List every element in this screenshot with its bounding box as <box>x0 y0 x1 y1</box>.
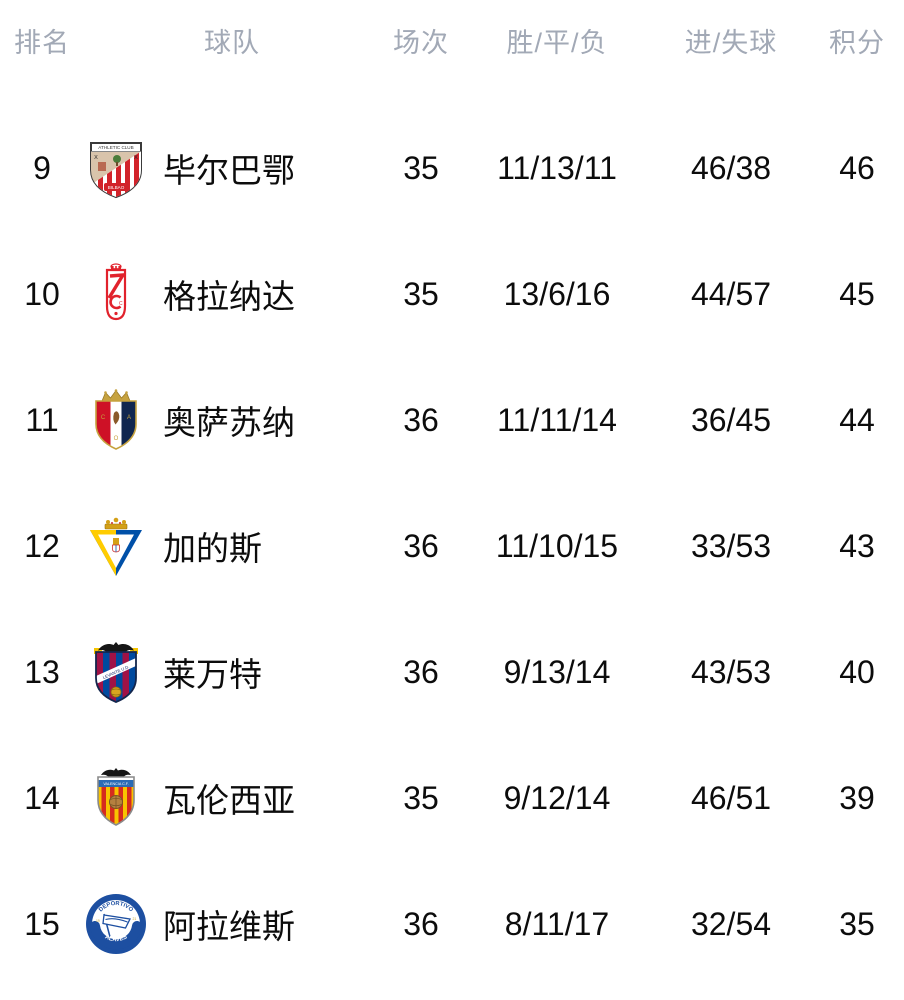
table-row-osasuna[interactable]: 11 C <box>0 357 904 483</box>
athletic-crest-x-right: X <box>134 155 138 161</box>
goals-value: 32/54 <box>690 905 772 942</box>
goals-value: 46/38 <box>690 149 772 186</box>
alaves-crest-icon: DEPORTIVO ALAVÉS 19 21 <box>84 892 148 956</box>
rank-value: 11 <box>25 401 59 438</box>
wdl-value: 11/13/11 <box>497 149 617 186</box>
played-value: 36 <box>403 653 439 690</box>
osasuna-crest-icon: C A O <box>84 388 148 452</box>
team-name: 格拉纳达 <box>163 278 295 315</box>
header-points: 积分 <box>829 27 885 58</box>
team-name: 加的斯 <box>163 530 262 567</box>
points-value: 45 <box>839 275 875 312</box>
athletic-bilbao-crest-icon: ATHLETIC CLUB X X BILBAO <box>84 136 148 200</box>
played-value: 35 <box>403 275 439 312</box>
points-value: 35 <box>839 905 875 942</box>
table-row-cadiz[interactable]: 12 加的斯 36 11 <box>0 483 904 609</box>
alaves-crest-bottom-text: ALAVÉS <box>104 934 129 943</box>
rank-value: 10 <box>24 275 60 312</box>
points-value: 40 <box>839 653 875 690</box>
goals-value: 44/57 <box>690 275 772 312</box>
athletic-crest-top-text: ATHLETIC CLUB <box>98 145 133 150</box>
rank-value: 14 <box>24 779 60 816</box>
goals-value: 46/51 <box>690 779 772 816</box>
rank-value: 15 <box>24 905 60 942</box>
rank-value: 13 <box>24 653 60 690</box>
table-row-granada[interactable]: 10 C 格拉纳达 35 13/6/16 44/57 45 <box>0 231 904 357</box>
athletic-crest-x-left: X <box>94 155 98 161</box>
team-name: 莱万特 <box>163 656 262 693</box>
team-name: 毕尔巴鄂 <box>163 152 295 189</box>
points-value: 43 <box>839 527 875 564</box>
rank-value: 9 <box>33 149 51 186</box>
wdl-value: 11/10/15 <box>495 527 619 564</box>
points-value: 46 <box>839 149 875 186</box>
rank-value: 12 <box>24 527 60 564</box>
svg-text:ALAVÉS: ALAVÉS <box>104 934 129 943</box>
alaves-crest-year-right: 21 <box>133 917 137 921</box>
athletic-crest-bottom-text: BILBAO <box>108 185 125 190</box>
alaves-crest-year-left: 19 <box>96 919 100 923</box>
team-name: 瓦伦西亚 <box>163 782 295 819</box>
played-value: 35 <box>403 149 439 186</box>
valencia-crest-band-text: VALENCIA C.F. <box>103 782 128 786</box>
header-played: 场次 <box>393 27 449 58</box>
cadiz-crest-icon <box>84 514 148 578</box>
goals-value: 33/53 <box>690 527 772 564</box>
played-value: 35 <box>403 779 439 816</box>
played-value: 36 <box>403 401 439 438</box>
header-win-draw-loss: 胜/平/负 <box>506 27 608 58</box>
header-spacer <box>0 80 904 105</box>
table-row-levante[interactable]: 13 <box>0 609 904 735</box>
granada-crest-icon: C <box>84 262 148 326</box>
table-header-row: 排名 球队 场次 胜/平/负 进/失球 积分 <box>0 0 904 80</box>
header-rank: 排名 <box>14 27 70 58</box>
played-value: 36 <box>403 905 439 942</box>
wdl-value: 9/12/14 <box>503 779 611 816</box>
levante-crest-icon: LEVANTE U.D. <box>84 640 148 704</box>
osasuna-crest-letter-c: C <box>101 415 106 421</box>
osasuna-crest-letter-o: O <box>114 436 119 442</box>
wdl-value: 8/11/17 <box>504 905 610 942</box>
wdl-value: 9/13/14 <box>503 653 611 690</box>
team-name: 阿拉维斯 <box>163 908 295 945</box>
points-value: 44 <box>839 401 875 438</box>
osasuna-crest-letter-a: A <box>127 415 131 421</box>
valencia-crest-icon: VALENCIA C.F. <box>84 766 148 830</box>
wdl-value: 11/11/14 <box>497 401 617 438</box>
team-name: 奥萨苏纳 <box>163 404 295 441</box>
goals-value: 43/53 <box>690 653 772 690</box>
played-value: 36 <box>403 527 439 564</box>
points-value: 39 <box>839 779 875 816</box>
wdl-value: 13/6/16 <box>503 275 611 312</box>
table-row-athletic-bilbao[interactable]: 9 <box>0 105 904 231</box>
header-team: 球队 <box>204 27 260 58</box>
header-goals: 进/失球 <box>684 27 778 58</box>
goals-value: 36/45 <box>690 401 772 438</box>
table-row-valencia[interactable]: 14 <box>0 735 904 861</box>
granada-crest-letter: C <box>119 301 123 307</box>
table-row-alaves[interactable]: 15 DEPORTIVO <box>0 861 904 987</box>
